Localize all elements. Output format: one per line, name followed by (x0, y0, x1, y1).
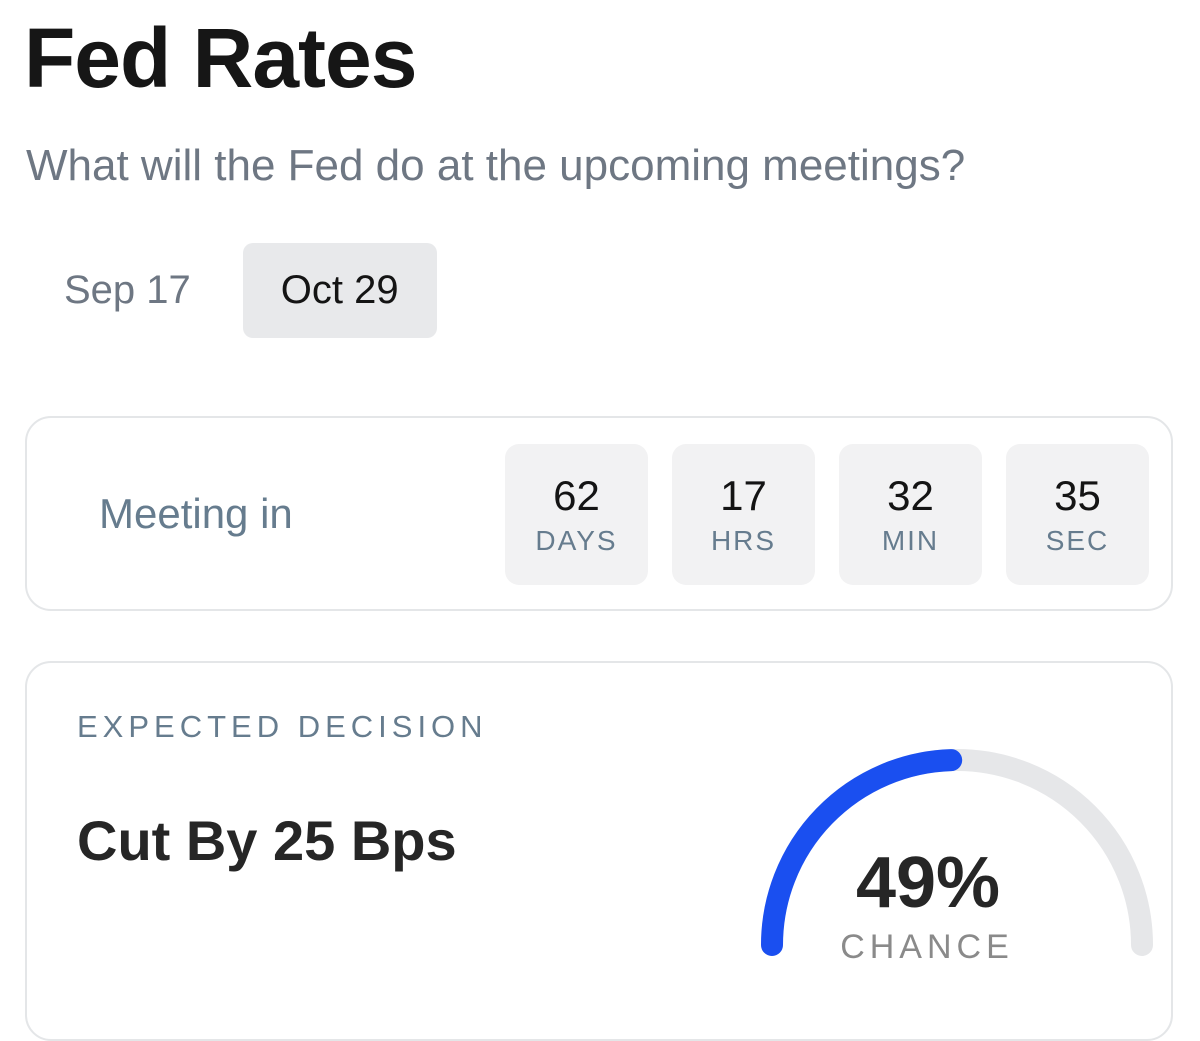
expected-decision-value: Cut By 25 Bps (77, 809, 457, 872)
countdown-timer: 62 DAYS 17 HRS 32 MIN 35 SEC (505, 444, 1149, 585)
page-title: Fed Rates (24, 11, 417, 105)
countdown-seconds-unit: SEC (1045, 524, 1110, 556)
meeting-date-tabs: Sep 17 Oct 29 (26, 243, 437, 338)
countdown-hours: 17 HRS (672, 444, 815, 585)
tab-sep-17[interactable]: Sep 17 (64, 268, 191, 312)
expected-decision-card: EXPECTED DECISION Cut By 25 Bps 49% CHAN… (25, 661, 1173, 1041)
countdown-minutes-value: 32 (887, 471, 934, 519)
countdown-days-unit: DAYS (535, 524, 618, 556)
countdown-minutes: 32 MIN (839, 444, 982, 585)
countdown-hours-unit: HRS (710, 524, 777, 556)
countdown-hours-value: 17 (720, 471, 767, 519)
chance-caption: CHANCE (840, 928, 1014, 966)
meeting-in-label: Meeting in (99, 490, 293, 537)
countdown-days-value: 62 (553, 471, 600, 519)
countdown-seconds: 35 SEC (1006, 444, 1149, 585)
chance-gauge-fill (761, 749, 963, 956)
countdown-card: Meeting in 62 DAYS 17 HRS 32 MIN 35 SEC (25, 416, 1173, 611)
chance-percentage: 49% (855, 843, 1001, 923)
countdown-days: 62 DAYS (505, 444, 648, 585)
chance-gauge (761, 749, 1153, 956)
tab-oct-29[interactable]: Oct 29 (242, 243, 437, 338)
expected-decision-label: EXPECTED DECISION (77, 709, 488, 744)
page-subtitle: What will the Fed do at the upcoming mee… (26, 141, 966, 190)
countdown-minutes-unit: MIN (881, 524, 940, 556)
countdown-seconds-value: 35 (1054, 471, 1101, 519)
